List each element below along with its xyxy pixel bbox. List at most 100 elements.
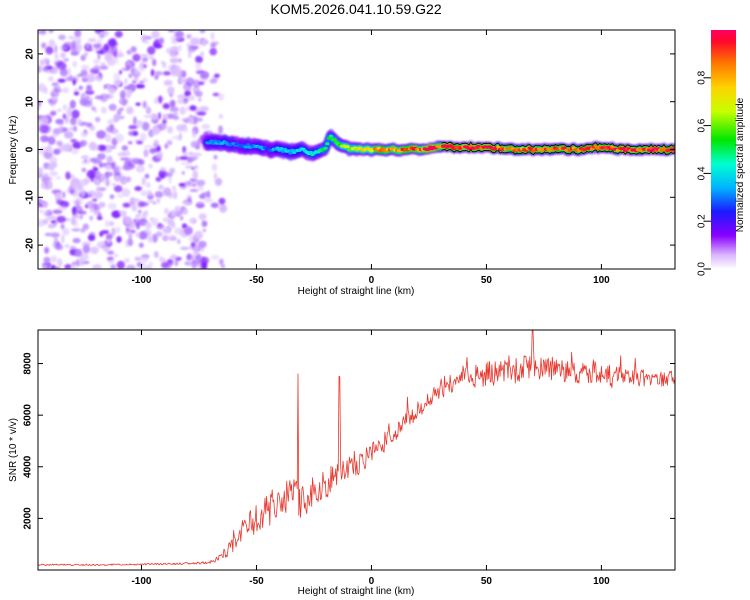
noise-blob <box>111 227 116 236</box>
noise-blob <box>164 208 169 215</box>
noise-blob <box>157 112 162 120</box>
colorbar-tick-label: 0.6 <box>697 118 708 132</box>
colorbar-gradient <box>711 30 736 269</box>
noise-blob <box>189 189 199 192</box>
noise-blob <box>213 172 218 180</box>
noise-blob <box>60 223 65 230</box>
noise-blob <box>139 132 147 141</box>
noise-blob <box>169 57 179 64</box>
noise-blob <box>103 246 110 253</box>
noise-blob <box>135 213 142 218</box>
noise-blob <box>196 179 206 187</box>
noise-blob <box>134 256 142 261</box>
noise-blob <box>184 202 193 206</box>
noise-blob <box>51 96 59 102</box>
noise-blob <box>51 82 59 87</box>
noise-blob <box>146 105 150 114</box>
noise-blob <box>45 210 51 214</box>
noise-blob <box>79 214 83 220</box>
noise-blob <box>93 170 101 180</box>
noise-blob <box>52 209 63 214</box>
noise-blob <box>56 199 64 205</box>
noise-blob <box>74 248 83 257</box>
noise-blob <box>219 113 223 120</box>
noise-blob <box>201 123 210 130</box>
noise-blob <box>139 63 145 73</box>
noise-blob <box>164 143 168 149</box>
noise-blob <box>198 213 207 220</box>
noise-blob <box>77 210 87 215</box>
noise-blob <box>49 161 58 169</box>
x-tick-label: -50 <box>249 576 264 587</box>
noise-blob <box>185 165 194 169</box>
noise-blob <box>42 201 49 209</box>
noise-blob <box>143 114 153 119</box>
noise-blob <box>166 140 173 146</box>
noise-blob <box>143 145 154 149</box>
noise-blob <box>59 45 69 51</box>
noise-blob <box>92 198 98 202</box>
ridge-core <box>323 146 328 150</box>
noise-blob <box>152 58 157 67</box>
noise-blob <box>150 217 154 222</box>
noise-blob <box>62 143 72 152</box>
noise-blob <box>195 242 200 251</box>
x-tick-label: 0 <box>369 576 375 587</box>
noise-blob <box>52 266 61 269</box>
noise-blob <box>122 164 132 171</box>
noise-blob <box>80 155 89 160</box>
noise-blob <box>50 255 58 263</box>
noise-blob <box>126 65 130 71</box>
noise-blob <box>98 32 104 40</box>
noise-blob <box>133 116 137 125</box>
noise-blob <box>178 58 182 63</box>
noise-blob <box>153 143 159 148</box>
noise-blob <box>45 46 54 55</box>
noise-blob <box>66 188 70 194</box>
noise-blob <box>98 162 104 168</box>
noise-blob <box>43 256 51 264</box>
noise-blob <box>64 244 70 248</box>
noise-blob <box>46 144 53 154</box>
noise-blob <box>86 122 93 128</box>
spectrogram-y-axis-label: Frequency (Hz) <box>8 116 19 185</box>
colorbar-tick-label: 0.2 <box>697 214 708 228</box>
noise-blob <box>53 148 61 155</box>
noise-blob <box>182 208 189 215</box>
colorbar-ticks: 0.0 0.2 0.4 0.6 0.8 <box>697 70 711 276</box>
noise-blob <box>69 266 78 269</box>
noise-blob <box>86 190 96 197</box>
noise-blob <box>209 47 217 56</box>
noise-blob <box>118 115 125 120</box>
noise-blob <box>99 65 109 70</box>
noise-blob <box>167 126 174 134</box>
noise-blob <box>56 215 66 223</box>
noise-blob <box>121 188 131 197</box>
noise-blob <box>186 106 190 112</box>
ridge-core <box>466 146 472 151</box>
noise-blob <box>217 93 225 101</box>
noise-blob <box>126 106 134 115</box>
x-tick-label: 50 <box>481 576 493 587</box>
ridge-outline-lower <box>441 148 675 155</box>
noise-blob <box>145 221 152 230</box>
noise-blob <box>121 145 128 151</box>
noise-blob <box>132 160 142 165</box>
noise-blob <box>162 227 172 234</box>
noise-blob <box>174 259 179 267</box>
noise-blob <box>119 70 122 75</box>
noise-blob <box>63 58 69 62</box>
noise-blob <box>90 173 95 183</box>
noise-blob <box>94 95 104 100</box>
noise-blob <box>113 185 123 193</box>
noise-blob <box>56 85 61 90</box>
snr-y-axis-label: SNR (10 * v/v) <box>8 418 19 482</box>
noise-blob <box>141 177 146 186</box>
colorbar-tick-label: 0.4 <box>697 166 708 180</box>
noise-blob <box>198 96 202 103</box>
noise-blob <box>109 194 115 199</box>
noise-blob <box>100 62 106 67</box>
noise-blob <box>113 113 120 123</box>
noise-blob <box>202 220 208 227</box>
noise-blob <box>114 30 123 38</box>
